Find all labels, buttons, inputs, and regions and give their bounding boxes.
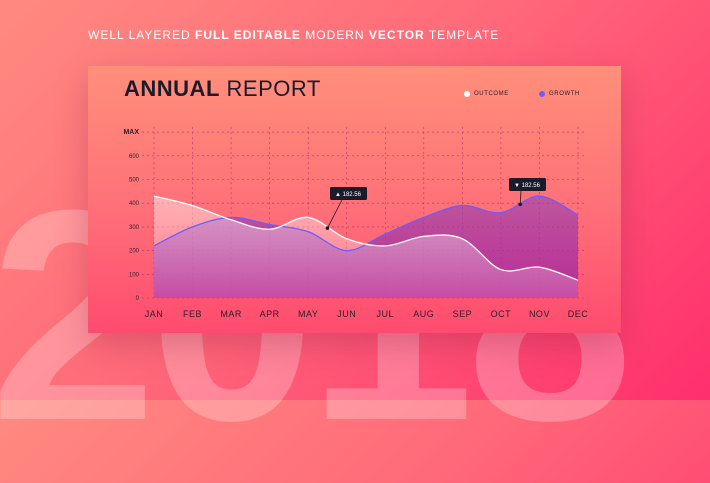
y-tick-label: 300 [129,225,140,231]
headline: WELL LAYERED FULL EDITABLE MODERN VECTOR… [88,28,499,42]
legend-item-growth[interactable]: GROWTH [539,91,580,97]
x-tick-label: NOV [529,309,550,319]
callout-label: ▼ 182.56 [514,183,541,189]
y-tick-label: MAX [123,129,139,136]
x-tick-label: SEP [453,309,473,319]
legend-dot-outcome [464,91,470,97]
y-tick-label: 0 [136,296,140,302]
x-tick-label: MAY [298,309,318,319]
x-tick-label: APR [260,309,280,319]
x-tick-label: MAR [220,309,242,319]
chart-title: ANNUAL REPORT [124,76,321,102]
x-tick-label: DEC [568,309,589,319]
callout-leader [519,190,522,205]
headline-part: VECTOR [368,28,425,42]
x-tick-label: FEB [183,309,202,319]
outcome-area [154,196,578,298]
outcome-line [153,195,579,281]
headline-part: MODERN [300,28,369,42]
legend-dot-growth [539,91,545,97]
callout-box [509,178,546,191]
callout-point [518,202,522,207]
chart-title-light: REPORT [219,76,321,101]
x-tick-label: JUL [377,309,395,319]
headline-part: FULL EDITABLE [195,28,301,42]
legend-label-growth: GROWTH [549,91,580,97]
y-tick-label: 100 [129,272,140,278]
x-tick-label: JAN [145,309,164,319]
headline-part: TEMPLATE [424,28,500,42]
callout-box [330,187,367,200]
area-chart: 0 100 200 300 400 500 600 MAX JAN FEB MAR APR MAY JUN… [123,127,589,319]
y-tick-label: 400 [129,201,140,207]
callout-leader [327,199,343,229]
legend-label-outcome: OUTCOME [474,91,509,97]
y-tick-label: 600 [129,154,140,160]
y-tick-label: 200 [129,249,140,255]
x-tick-label: AUG [413,309,434,319]
legend-item-outcome[interactable]: OUTCOME [464,91,509,97]
chart-title-bold: ANNUAL [124,76,220,101]
y-tick-label: 500 [129,178,140,184]
x-tick-label: OCT [491,309,512,319]
x-tick-label: JUN [337,309,356,319]
headline-part: WELL LAYERED [88,28,196,42]
report-card: ANNUAL REPORT OUTCOME GROWTH 0 100 200 300 4… [88,66,621,333]
callout-label: ▲ 182.56 [335,192,362,198]
callout-point [325,226,330,230]
